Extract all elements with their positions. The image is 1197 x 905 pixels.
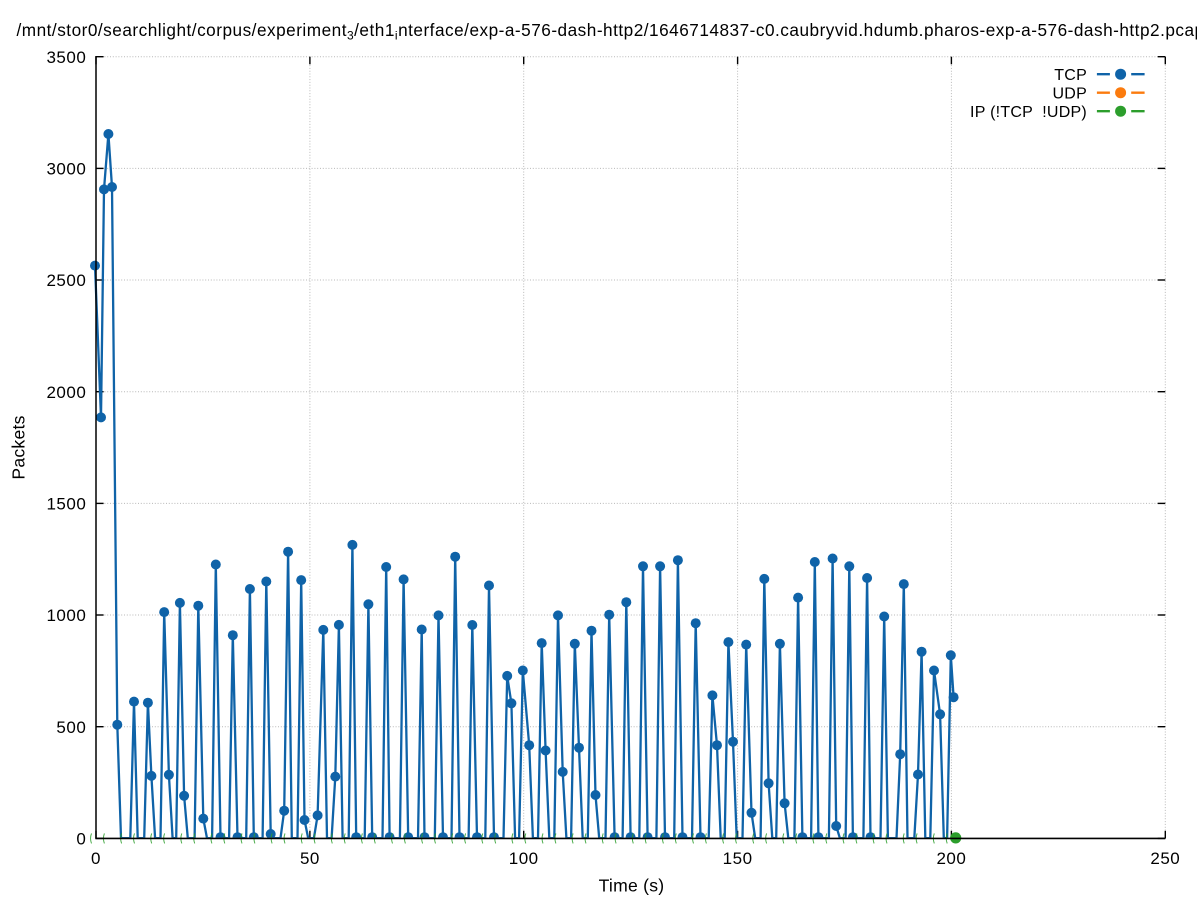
svg-text:0: 0 [76, 830, 86, 849]
svg-text:3000: 3000 [46, 160, 86, 179]
svg-text:1000: 1000 [46, 606, 86, 625]
svg-text:50: 50 [300, 849, 320, 868]
svg-text:500: 500 [56, 718, 86, 737]
svg-text:Packets: Packets [9, 415, 29, 479]
svg-text:Time (s): Time (s) [599, 876, 665, 896]
svg-text:150: 150 [723, 849, 753, 868]
svg-text:250: 250 [1150, 849, 1180, 868]
svg-text:2000: 2000 [46, 383, 86, 402]
svg-text:1500: 1500 [46, 495, 86, 514]
svg-text:IP (!TCP !UDP): IP (!TCP !UDP) [970, 104, 1087, 121]
svg-text:200: 200 [936, 849, 966, 868]
svg-text:/mnt/stor0/searchlight/corpus/: /mnt/stor0/searchlight/corpus/experiment… [17, 20, 1197, 43]
svg-text:100: 100 [509, 849, 539, 868]
svg-text:0: 0 [91, 849, 101, 868]
svg-text:TCP: TCP [1054, 67, 1087, 84]
svg-text:2500: 2500 [46, 271, 86, 290]
svg-text:3500: 3500 [46, 48, 86, 67]
svg-text:UDP: UDP [1052, 86, 1087, 103]
